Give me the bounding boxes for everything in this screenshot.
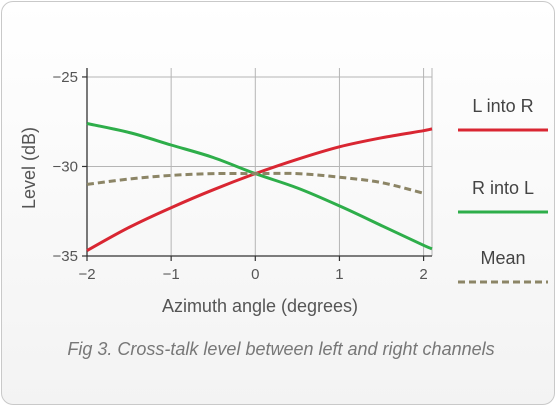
- grid: [87, 68, 433, 256]
- legend-label-r-into-l: R into L: [472, 178, 534, 198]
- series-line-l-into-r: [86, 127, 433, 252]
- x-axis-title: Azimuth angle (degrees): [162, 296, 358, 316]
- tick-labels: −2 −1 0 1 2 −35 −30 −25: [53, 69, 428, 283]
- y-tick-label: −30: [53, 158, 78, 175]
- figure-card: −2 −1 0 1 2 −35 −30 −25 Azimuth angle (degrees)…: [1, 1, 555, 405]
- series-line-mean: [86, 171, 424, 195]
- x-tick-label: 2: [419, 266, 427, 283]
- y-axis-title: Level (dB): [19, 127, 39, 209]
- legend: L into R R into L Mean: [458, 96, 548, 284]
- axes: [82, 68, 432, 261]
- legend-label-l-into-r: L into R: [472, 96, 533, 116]
- series: [86, 122, 433, 252]
- figure-caption: Fig 3. Cross-talk level between left and…: [67, 339, 495, 359]
- x-tick-label: 0: [251, 266, 259, 283]
- x-tick-label: −1: [163, 266, 180, 283]
- series-line-r-into-l: [86, 122, 433, 251]
- y-tick-label: −35: [53, 248, 78, 265]
- x-tick-label: 1: [335, 266, 343, 283]
- legend-label-mean: Mean: [480, 248, 525, 268]
- y-tick-label: −25: [53, 69, 78, 86]
- x-tick-label: −2: [78, 266, 95, 283]
